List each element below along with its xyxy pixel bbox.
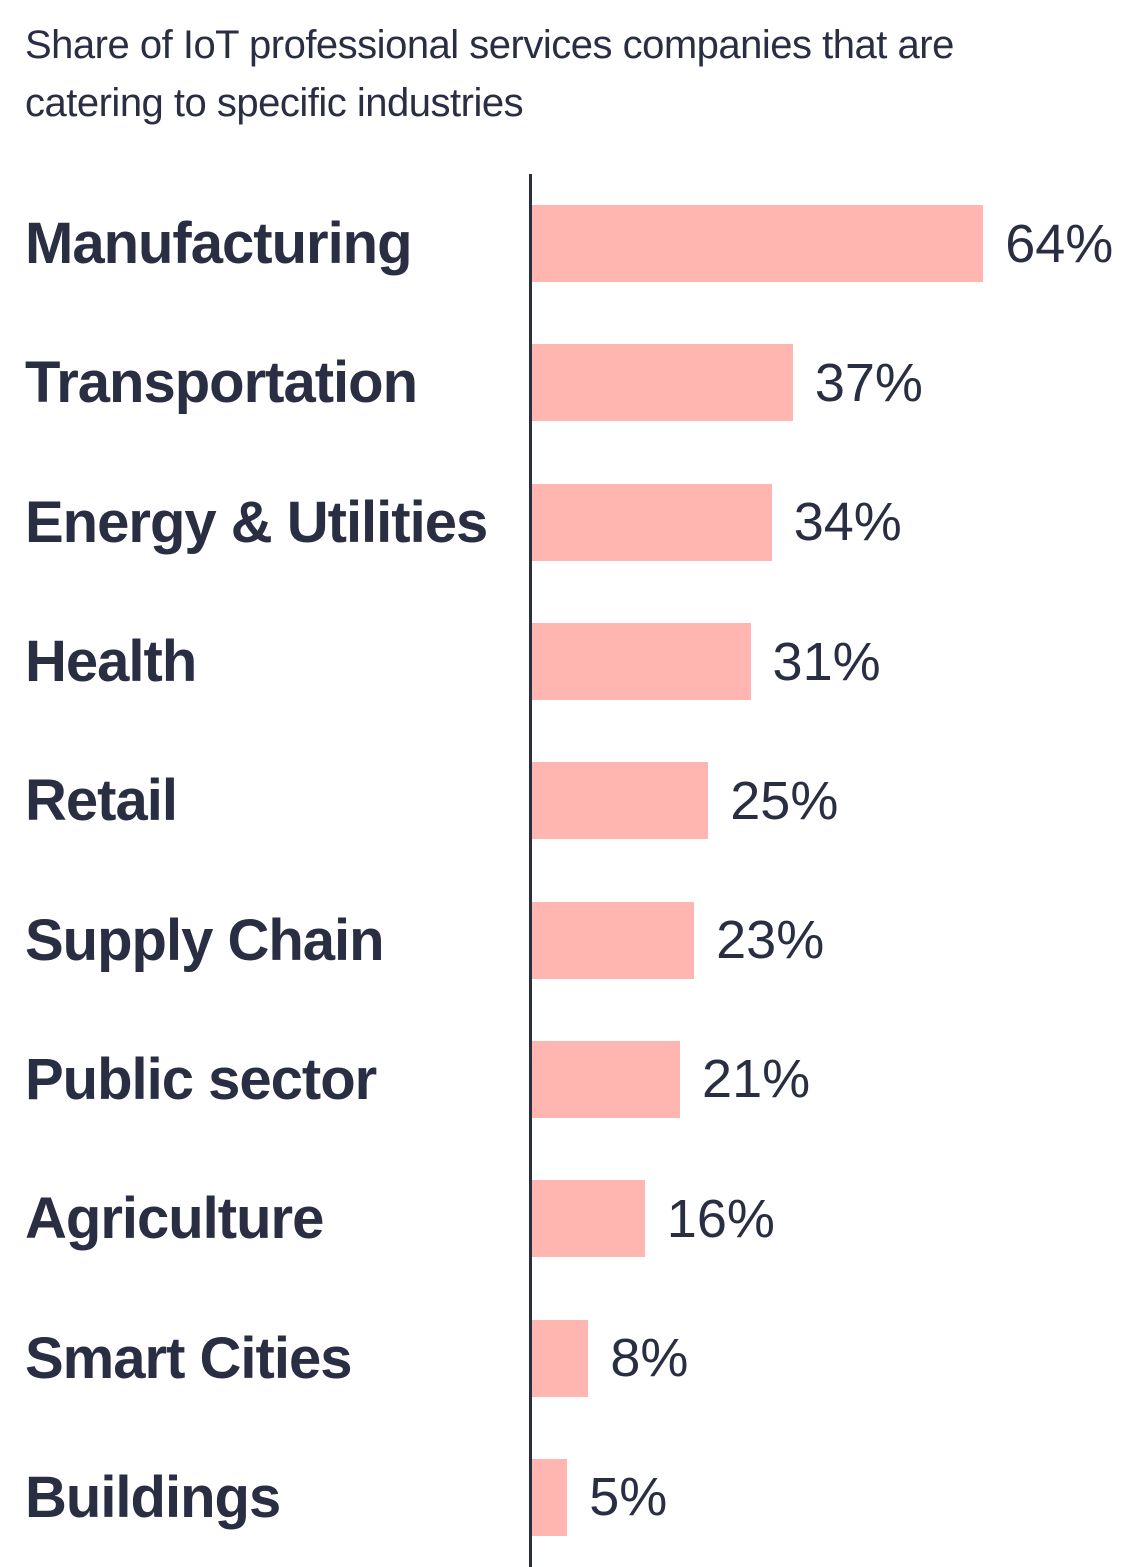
value-label-health: 31% — [772, 631, 881, 692]
category-label-buildings: Buildings — [25, 1464, 281, 1530]
bar-area-health: 31% — [532, 592, 881, 731]
value-label-public-sector: 21% — [702, 1049, 811, 1110]
bar-area-supply-chain: 23% — [532, 870, 824, 1009]
bar-area-energy-utilities: 34% — [532, 453, 902, 592]
value-label-smart-cities: 8% — [610, 1328, 689, 1389]
bar-energy-utilities — [532, 483, 772, 561]
value-label-retail: 25% — [730, 770, 839, 831]
bar-supply-chain — [532, 901, 695, 979]
category-label-transportation: Transportation — [25, 350, 418, 416]
bar-buildings — [532, 1458, 568, 1536]
bar-row-transportation: Transportation 37% — [0, 313, 1139, 452]
axis-line — [529, 174, 532, 1567]
bar-row-health: Health 31% — [0, 592, 1139, 731]
bar-row-retail: Retail 25% — [0, 731, 1139, 870]
bar-chart: Manufacturing 64% Transportation 37% Energy … — [0, 174, 1139, 1567]
bar-area-smart-cities: 8% — [532, 1288, 688, 1427]
bar-row-public-sector: Public sector 21% — [0, 1010, 1139, 1149]
bar-row-supply-chain: Supply Chain 23% — [0, 870, 1139, 1009]
chart-title-line1: Share of IoT professional services compa… — [25, 23, 954, 67]
category-label-health: Health — [25, 629, 197, 695]
category-label-smart-cities: Smart Cities — [25, 1325, 352, 1391]
chart-title-line2: catering to specific industries — [25, 81, 524, 125]
value-label-manufacturing: 64% — [1005, 213, 1114, 274]
bar-smart-cities — [532, 1319, 589, 1397]
bar-row-buildings: Buildings 5% — [0, 1428, 1139, 1567]
chart-title: Share of IoT professional services compa… — [25, 16, 1120, 132]
value-label-agriculture: 16% — [666, 1188, 775, 1249]
bar-health — [532, 623, 751, 701]
bar-transportation — [532, 344, 793, 422]
bar-area-agriculture: 16% — [532, 1149, 775, 1288]
category-label-public-sector: Public sector — [25, 1046, 377, 1112]
bar-row-smart-cities: Smart Cities 8% — [0, 1288, 1139, 1427]
category-label-agriculture: Agriculture — [25, 1186, 324, 1252]
bar-area-transportation: 37% — [532, 313, 923, 452]
value-label-buildings: 5% — [589, 1467, 668, 1528]
bar-manufacturing — [532, 205, 984, 283]
category-label-retail: Retail — [25, 768, 178, 834]
bar-row-manufacturing: Manufacturing 64% — [0, 174, 1139, 313]
bar-public-sector — [532, 1040, 681, 1118]
bar-area-manufacturing: 64% — [532, 174, 1113, 313]
bar-retail — [532, 762, 709, 840]
bar-row-energy-utilities: Energy & Utilities 34% — [0, 453, 1139, 592]
bar-agriculture — [532, 1180, 645, 1258]
bar-area-buildings: 5% — [532, 1428, 667, 1567]
category-label-supply-chain: Supply Chain — [25, 907, 385, 973]
value-label-supply-chain: 23% — [716, 910, 825, 971]
bar-row-agriculture: Agriculture 16% — [0, 1149, 1139, 1288]
bar-area-public-sector: 21% — [532, 1010, 810, 1149]
bar-area-retail: 25% — [532, 731, 838, 870]
bar-rows: Manufacturing 64% Transportation 37% Energy … — [0, 174, 1139, 1567]
category-label-energy-utilities: Energy & Utilities — [25, 489, 488, 555]
value-label-transportation: 37% — [814, 352, 923, 413]
category-label-manufacturing: Manufacturing — [25, 211, 413, 277]
value-label-energy-utilities: 34% — [793, 492, 902, 553]
